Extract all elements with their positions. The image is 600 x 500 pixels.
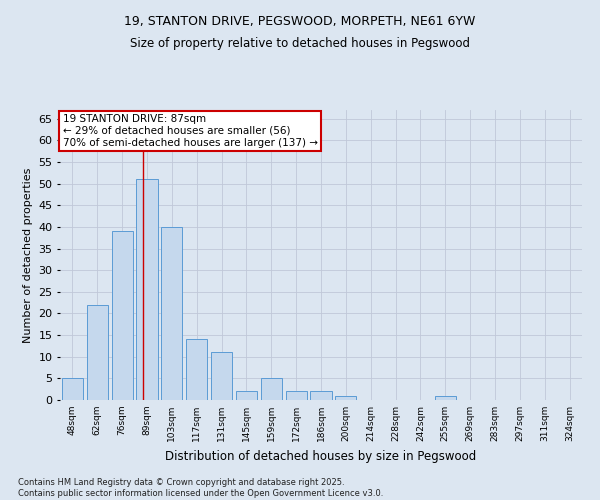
Bar <box>62 378 83 400</box>
Bar <box>161 227 182 400</box>
Bar <box>236 392 257 400</box>
Bar <box>261 378 282 400</box>
Bar <box>435 396 456 400</box>
Bar <box>211 352 232 400</box>
Text: Contains HM Land Registry data © Crown copyright and database right 2025.
Contai: Contains HM Land Registry data © Crown c… <box>18 478 383 498</box>
Text: 19 STANTON DRIVE: 87sqm
← 29% of detached houses are smaller (56)
70% of semi-de: 19 STANTON DRIVE: 87sqm ← 29% of detache… <box>62 114 317 148</box>
Bar <box>112 231 133 400</box>
Bar <box>136 180 158 400</box>
Bar <box>310 392 332 400</box>
Text: 19, STANTON DRIVE, PEGSWOOD, MORPETH, NE61 6YW: 19, STANTON DRIVE, PEGSWOOD, MORPETH, NE… <box>124 15 476 28</box>
Bar <box>286 392 307 400</box>
Bar <box>87 305 108 400</box>
Bar <box>335 396 356 400</box>
Y-axis label: Number of detached properties: Number of detached properties <box>23 168 32 342</box>
Text: Size of property relative to detached houses in Pegswood: Size of property relative to detached ho… <box>130 38 470 51</box>
Bar <box>186 340 207 400</box>
X-axis label: Distribution of detached houses by size in Pegswood: Distribution of detached houses by size … <box>166 450 476 462</box>
